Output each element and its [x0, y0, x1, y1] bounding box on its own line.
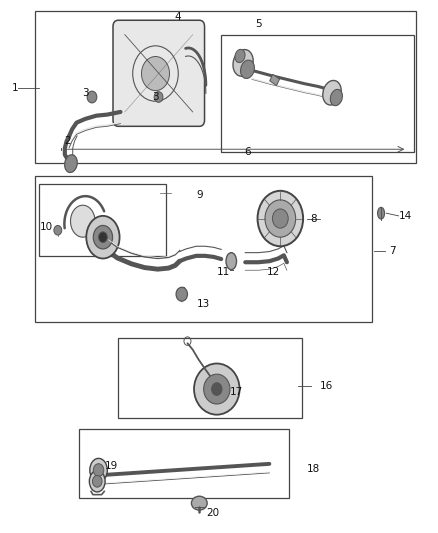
- Text: 20: 20: [206, 508, 219, 518]
- Ellipse shape: [233, 50, 253, 76]
- Ellipse shape: [89, 471, 105, 492]
- Ellipse shape: [93, 225, 113, 249]
- Ellipse shape: [86, 216, 120, 259]
- Ellipse shape: [330, 90, 343, 106]
- Ellipse shape: [226, 253, 237, 270]
- Ellipse shape: [204, 374, 230, 404]
- Text: 7: 7: [389, 246, 396, 255]
- Text: 19: 19: [105, 462, 118, 471]
- Ellipse shape: [235, 49, 245, 63]
- Ellipse shape: [258, 191, 303, 246]
- Text: 14: 14: [399, 211, 412, 221]
- Ellipse shape: [141, 56, 170, 91]
- Text: 18: 18: [307, 464, 320, 474]
- Ellipse shape: [154, 92, 163, 102]
- Ellipse shape: [323, 80, 341, 105]
- Ellipse shape: [54, 225, 62, 235]
- Bar: [35, 176, 372, 322]
- Ellipse shape: [93, 464, 104, 477]
- Bar: [35, 11, 416, 163]
- Ellipse shape: [71, 205, 95, 237]
- Text: 11: 11: [217, 267, 230, 277]
- Bar: [221, 35, 414, 152]
- Ellipse shape: [272, 209, 288, 228]
- Text: 3: 3: [82, 88, 89, 98]
- FancyBboxPatch shape: [113, 20, 205, 126]
- Ellipse shape: [378, 207, 385, 219]
- Text: 5: 5: [255, 19, 262, 29]
- Bar: [39, 184, 166, 256]
- Text: 8: 8: [310, 214, 317, 223]
- Text: 1: 1: [12, 83, 19, 93]
- Text: 10: 10: [39, 222, 53, 231]
- Ellipse shape: [87, 91, 97, 103]
- Text: 17: 17: [230, 387, 243, 397]
- Ellipse shape: [194, 364, 240, 415]
- Ellipse shape: [90, 458, 107, 482]
- Bar: [270, 74, 279, 86]
- Ellipse shape: [191, 496, 207, 510]
- Ellipse shape: [92, 475, 102, 487]
- Text: 6: 6: [244, 147, 251, 157]
- Text: 9: 9: [196, 190, 203, 199]
- Text: 12: 12: [267, 267, 280, 277]
- Ellipse shape: [99, 232, 107, 243]
- Ellipse shape: [240, 60, 254, 78]
- Ellipse shape: [212, 383, 222, 395]
- Ellipse shape: [265, 200, 296, 237]
- Text: 16: 16: [320, 382, 333, 391]
- Ellipse shape: [65, 155, 77, 173]
- Text: 2: 2: [64, 136, 71, 146]
- Text: 13: 13: [197, 299, 210, 309]
- Text: 3: 3: [152, 92, 159, 102]
- Text: 4: 4: [174, 12, 181, 22]
- Bar: [79, 429, 289, 498]
- Bar: [118, 338, 302, 418]
- Ellipse shape: [176, 287, 187, 301]
